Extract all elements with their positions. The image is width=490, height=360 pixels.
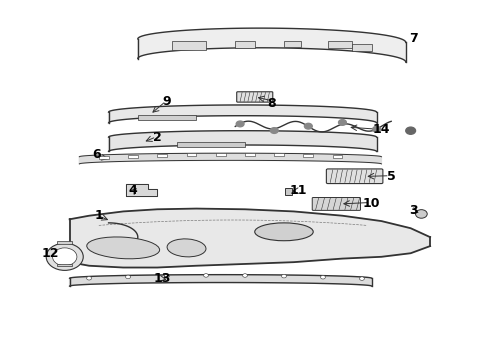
- Bar: [187, 153, 196, 156]
- Text: 2: 2: [153, 131, 162, 144]
- Circle shape: [339, 120, 346, 125]
- Polygon shape: [125, 184, 157, 196]
- Text: 14: 14: [373, 123, 390, 136]
- Polygon shape: [109, 105, 376, 123]
- Bar: [216, 153, 225, 156]
- Bar: [128, 155, 138, 158]
- Circle shape: [270, 128, 278, 134]
- Circle shape: [282, 274, 287, 278]
- Text: 8: 8: [268, 97, 276, 110]
- Bar: [177, 142, 245, 147]
- Polygon shape: [109, 131, 376, 152]
- Text: 6: 6: [92, 148, 101, 162]
- Bar: [138, 115, 196, 120]
- Circle shape: [52, 248, 77, 266]
- Circle shape: [46, 243, 83, 270]
- Circle shape: [236, 121, 244, 127]
- Bar: [157, 154, 167, 157]
- Text: 3: 3: [409, 204, 417, 217]
- Bar: [274, 153, 284, 156]
- Circle shape: [360, 277, 365, 280]
- Circle shape: [416, 210, 427, 218]
- Circle shape: [125, 275, 130, 279]
- Polygon shape: [138, 28, 406, 62]
- Text: 1: 1: [95, 209, 103, 222]
- Ellipse shape: [167, 239, 206, 257]
- Polygon shape: [70, 208, 430, 267]
- Circle shape: [373, 126, 380, 132]
- FancyBboxPatch shape: [237, 92, 273, 102]
- Bar: [57, 264, 72, 266]
- Circle shape: [304, 123, 312, 129]
- Text: 9: 9: [163, 95, 172, 108]
- Text: 10: 10: [363, 197, 380, 210]
- Text: 7: 7: [409, 32, 417, 45]
- Bar: [285, 188, 292, 195]
- Polygon shape: [79, 153, 381, 164]
- Ellipse shape: [87, 237, 160, 259]
- Text: 5: 5: [387, 170, 395, 183]
- FancyBboxPatch shape: [312, 198, 361, 210]
- Circle shape: [203, 274, 208, 277]
- Bar: [333, 155, 343, 158]
- Bar: [284, 41, 301, 47]
- Circle shape: [406, 127, 416, 134]
- Circle shape: [320, 275, 325, 279]
- Circle shape: [87, 276, 92, 280]
- Bar: [172, 41, 206, 50]
- Ellipse shape: [255, 223, 313, 241]
- Bar: [99, 156, 109, 158]
- Text: 11: 11: [290, 184, 307, 197]
- Polygon shape: [70, 275, 372, 286]
- Bar: [352, 44, 372, 51]
- Bar: [245, 153, 255, 156]
- Bar: [328, 41, 352, 48]
- Circle shape: [243, 274, 247, 277]
- Text: 13: 13: [153, 272, 171, 285]
- Text: 12: 12: [41, 247, 59, 260]
- Bar: [303, 154, 313, 157]
- Circle shape: [165, 274, 170, 278]
- Text: 4: 4: [128, 184, 137, 197]
- FancyBboxPatch shape: [326, 169, 383, 184]
- Bar: [57, 242, 72, 244]
- Bar: [235, 41, 255, 48]
